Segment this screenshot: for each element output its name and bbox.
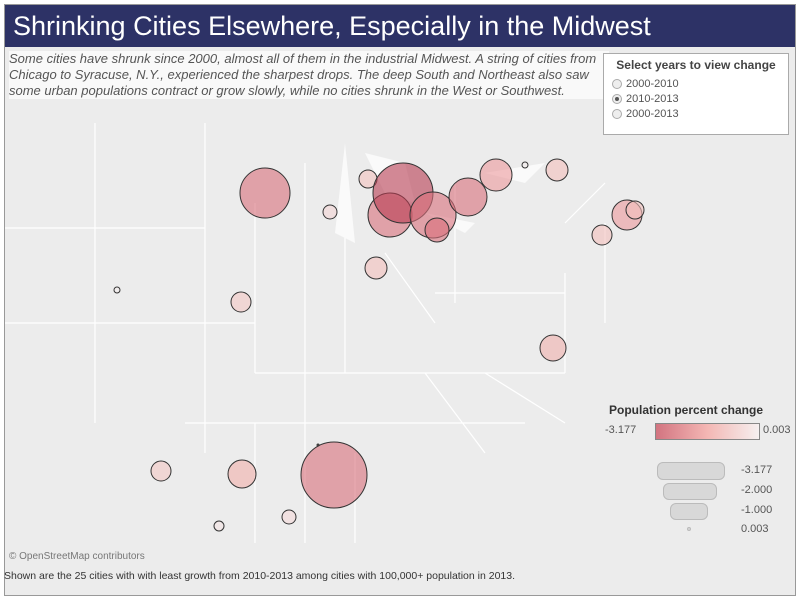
year-option-2000-2013[interactable]: 2000-2013 xyxy=(612,108,780,120)
city-bubble[interactable] xyxy=(424,217,450,243)
radio-icon[interactable] xyxy=(612,109,622,119)
us-map[interactable] xyxy=(5,123,795,548)
city-bubble[interactable] xyxy=(545,158,569,182)
legend: Population percent change -3.177 0.003 -… xyxy=(605,403,791,535)
option-label: 2000-2013 xyxy=(626,108,679,120)
city-bubble[interactable] xyxy=(239,167,291,219)
option-label: 2000-2010 xyxy=(626,78,679,90)
city-bubble[interactable] xyxy=(479,158,513,192)
year-option-2000-2010[interactable]: 2000-2010 xyxy=(612,78,780,90)
city-bubble[interactable] xyxy=(316,443,320,447)
size-swatch xyxy=(670,503,708,520)
option-label: 2010-2013 xyxy=(626,93,679,105)
year-selector-label: Select years to view change xyxy=(616,58,776,72)
city-bubble[interactable] xyxy=(227,459,257,489)
size-label: -3.177 xyxy=(741,464,773,476)
city-bubble[interactable] xyxy=(591,224,613,246)
city-bubble[interactable] xyxy=(364,256,388,280)
radio-icon[interactable] xyxy=(612,79,622,89)
city-bubble[interactable] xyxy=(113,286,121,294)
map-frame: Shrinking Cities Elsewhere, Especially i… xyxy=(4,4,796,596)
city-bubble[interactable] xyxy=(539,334,567,362)
footnote: Shown are the 25 cities with with least … xyxy=(4,570,516,582)
subtitle: Some cities have shrunk since 2000, almo… xyxy=(9,51,609,99)
color-gradient xyxy=(655,423,760,440)
size-swatch xyxy=(657,462,725,480)
city-bubble[interactable] xyxy=(213,520,225,532)
size-swatch xyxy=(687,527,691,531)
city-bubble[interactable] xyxy=(300,441,368,509)
city-bubble[interactable] xyxy=(521,161,529,169)
city-bubble[interactable] xyxy=(448,177,488,217)
city-bubble[interactable] xyxy=(230,291,252,313)
city-bubble[interactable] xyxy=(281,509,297,525)
city-bubble[interactable] xyxy=(625,200,645,220)
map-credit[interactable]: © OpenStreetMap contributors xyxy=(9,551,145,562)
city-bubble[interactable] xyxy=(322,204,338,220)
legend-max: 0.003 xyxy=(763,424,791,436)
city-bubbles xyxy=(113,158,645,532)
page-title: Shrinking Cities Elsewhere, Especially i… xyxy=(5,5,795,47)
size-label: 0.003 xyxy=(741,523,769,535)
year-selector: Select years to view change 2000-2010 20… xyxy=(603,53,789,135)
radio-selected-icon[interactable] xyxy=(612,94,622,104)
size-label: -1.000 xyxy=(741,504,773,516)
year-option-2010-2013[interactable]: 2010-2013 xyxy=(612,93,780,105)
size-swatch xyxy=(663,483,717,500)
size-label: -2.000 xyxy=(741,484,773,496)
legend-min: -3.177 xyxy=(605,424,637,436)
city-bubble[interactable] xyxy=(150,460,172,482)
legend-title: Population percent change xyxy=(609,403,764,417)
